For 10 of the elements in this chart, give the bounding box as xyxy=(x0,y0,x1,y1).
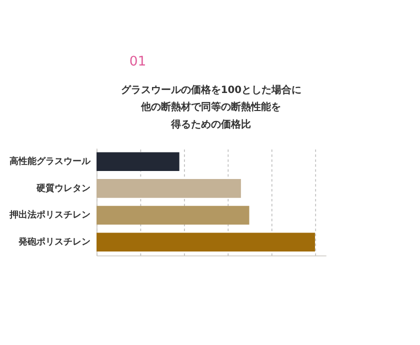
bar xyxy=(96,206,250,225)
bar xyxy=(96,179,241,198)
text: 01 xyxy=(129,54,146,70)
bar xyxy=(96,152,180,172)
y-tick-label: 高性能グラスウール xyxy=(9,156,92,168)
y-tick-label: 硬質ウレタン xyxy=(35,182,90,194)
chart-title: グラスウールの価格を100とした場合に他の断熱材で同等の断熱性能を得るための価格比 xyxy=(120,84,302,131)
y-tick-label: 発砲ポリスチレン xyxy=(17,236,90,248)
bar xyxy=(96,232,316,252)
y-tick-label: 押出法ポリスチレン xyxy=(8,210,90,221)
